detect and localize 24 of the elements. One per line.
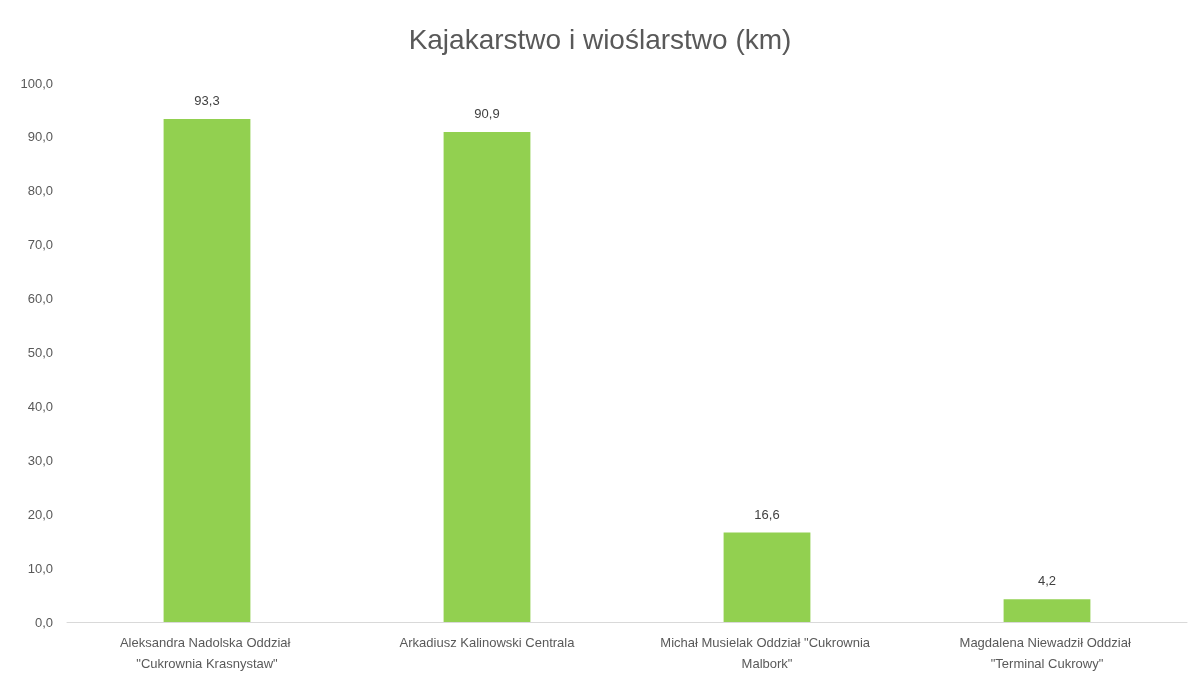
x-tick-label: Magdalena Niewadził Oddział "Terminal Cukrowy" bbox=[959, 635, 1135, 671]
y-tick-label: 30,0 bbox=[27, 452, 53, 468]
y-tick-label: 20,0 bbox=[27, 506, 53, 522]
y-tick-label: 0,0 bbox=[34, 614, 53, 630]
data-label: 16,6 bbox=[754, 506, 780, 522]
bar bbox=[163, 119, 251, 622]
y-tick-label: 50,0 bbox=[27, 345, 53, 360]
y-tick-label: 10,0 bbox=[27, 560, 53, 576]
y-tick-label: 100,0 bbox=[20, 75, 53, 91]
bar bbox=[723, 532, 811, 622]
y-tick-label: 90,0 bbox=[27, 129, 53, 145]
bar bbox=[1003, 599, 1091, 622]
x-tick-label: Arkadiusz Kalinowski Centrala bbox=[399, 635, 576, 650]
y-tick-label: 70,0 bbox=[27, 237, 53, 253]
x-tick-label: Aleksandra Nadolska Oddział "Cukrownia Krasnystaw" bbox=[119, 635, 295, 671]
x-tick-label: Michał Musielak Oddział "Cukrownia Malbork" bbox=[660, 635, 874, 671]
data-label: 90,9 bbox=[474, 106, 500, 122]
y-tick-label: 80,0 bbox=[27, 183, 53, 199]
y-tick-label: 40,0 bbox=[27, 398, 53, 414]
data-label: 4,2 bbox=[1037, 573, 1057, 589]
bar bbox=[443, 132, 531, 622]
y-tick-label: 60,0 bbox=[27, 291, 53, 307]
data-label: 93,3 bbox=[194, 93, 220, 109]
chart-title: Kajakarstwo i wioślarstwo (km) bbox=[408, 23, 792, 55]
